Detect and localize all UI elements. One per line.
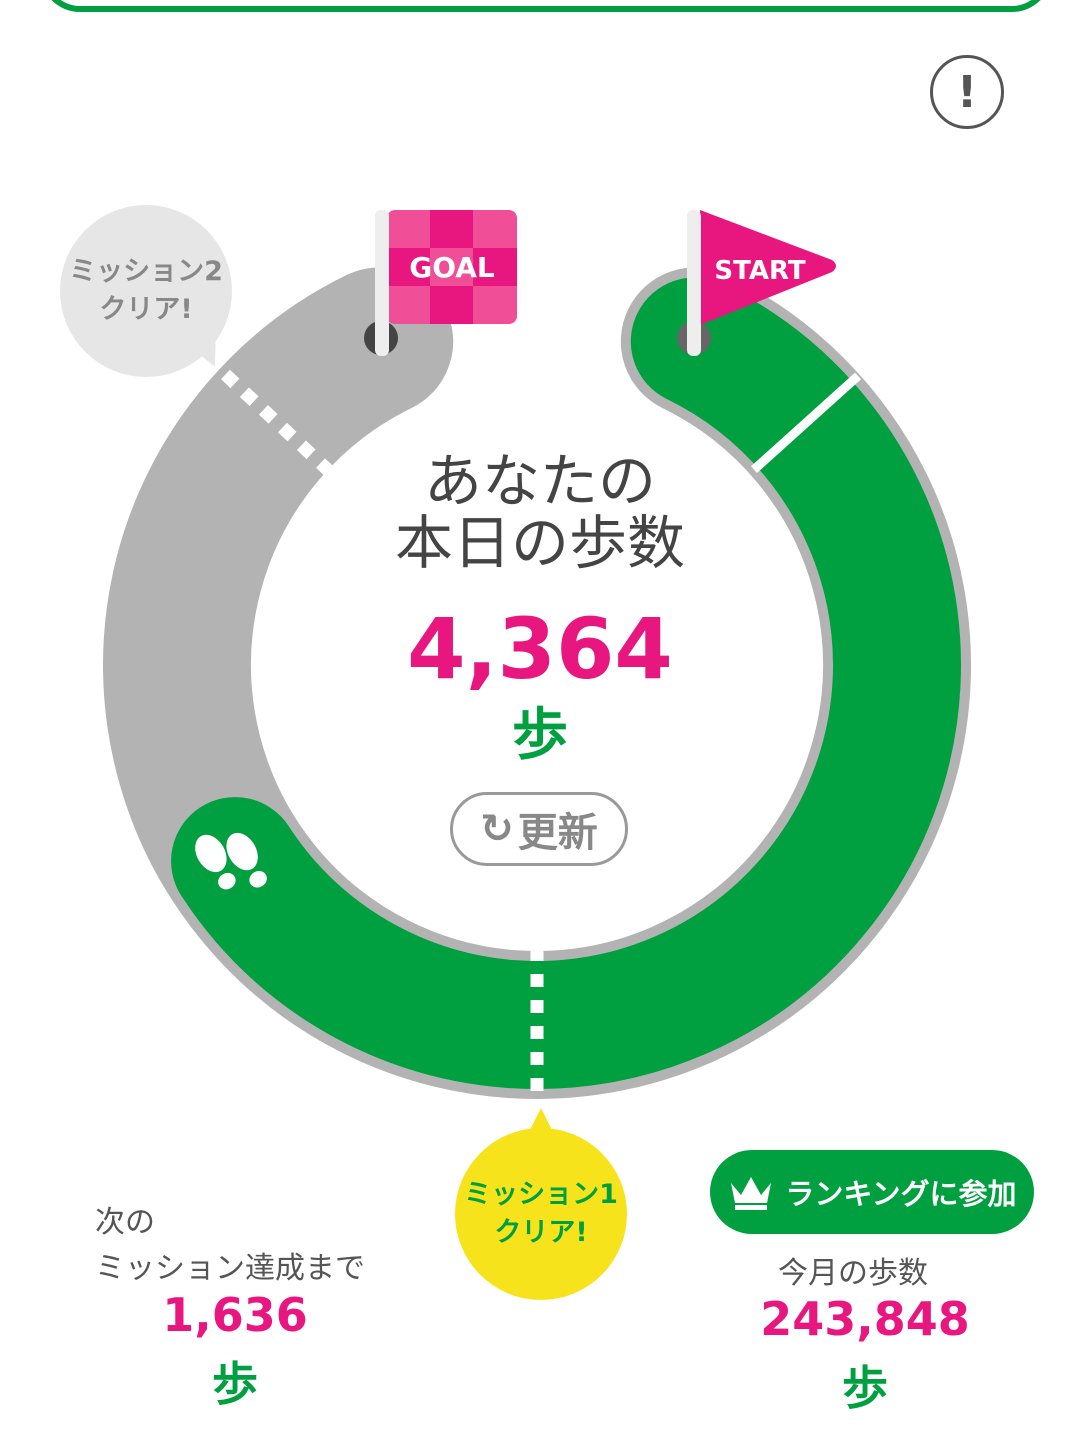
today-title-line2: 本日の歩数 (394, 509, 685, 577)
exclamation-icon: ! (956, 66, 978, 118)
mission2-bubble: ミッション2 クリア! (60, 205, 232, 377)
join-ranking-button[interactable]: ランキングに参加 (710, 1150, 1034, 1234)
monthly-steps: 243,848 (760, 1292, 970, 1346)
next-mission-label: 次の ミッション達成まで (95, 1200, 365, 1292)
monthly-steps-unit: 歩 (842, 1361, 888, 1415)
start-label: START (714, 256, 805, 286)
segment-divider (750, 372, 862, 473)
refresh-label: 更新 (517, 810, 598, 856)
mission1-checker-line (530, 948, 544, 1091)
next-mission-steps: 1,636 (162, 1288, 308, 1342)
crown-icon (731, 1177, 772, 1210)
info-button[interactable]: ! (930, 55, 1004, 129)
goal-label: GOAL (409, 251, 495, 284)
today-title: あなたの 本日の歩数 (340, 450, 740, 574)
refresh-icon: ↻ (480, 806, 514, 852)
mission2-title: ミッション2 (69, 256, 223, 287)
next-mission-line1: 次の (95, 1205, 155, 1240)
mission1-title: ミッション1 (464, 1179, 618, 1210)
track-progress (171, 277, 961, 1089)
next-mission-line2: ミッション達成まで (95, 1251, 365, 1286)
today-steps: 4,364 (407, 600, 673, 698)
mission2-status: クリア! (99, 294, 193, 325)
today-steps-unit: 歩 (512, 703, 568, 768)
refresh-button[interactable]: ↻ 更新 (450, 792, 628, 866)
join-ranking-label: ランキングに参加 (785, 1177, 1017, 1211)
mission1-bubble: ミッション1 クリア! (455, 1128, 627, 1300)
goal-flag: GOAL (364, 210, 517, 356)
mission1-status: クリア! (494, 1217, 588, 1248)
monthly-steps-label: 今月の歩数 (778, 1256, 928, 1291)
today-title-line1: あなたの (423, 447, 656, 515)
footprints-icon (195, 832, 267, 890)
next-mission-unit: 歩 (212, 1357, 258, 1411)
mission2-checker-line (221, 369, 335, 477)
start-flag: START (677, 210, 836, 356)
